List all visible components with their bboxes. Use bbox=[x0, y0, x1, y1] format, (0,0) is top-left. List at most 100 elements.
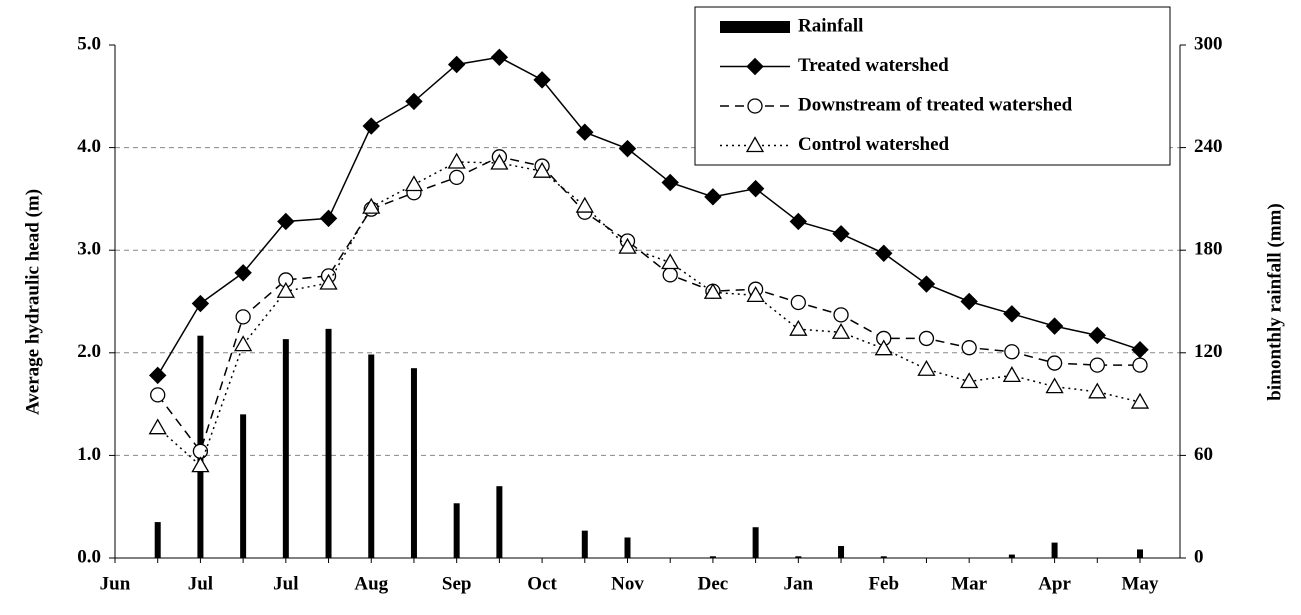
y-tick-label: 3.0 bbox=[77, 239, 101, 260]
marker bbox=[276, 281, 295, 298]
marker bbox=[917, 275, 936, 293]
legend-marker bbox=[745, 136, 765, 153]
marker bbox=[917, 359, 936, 376]
marker bbox=[490, 153, 509, 170]
bar bbox=[154, 522, 161, 558]
bar bbox=[581, 530, 588, 558]
x-tick-label: Sep bbox=[442, 573, 472, 594]
marker bbox=[832, 225, 850, 243]
bar bbox=[1137, 549, 1143, 558]
marker bbox=[319, 209, 338, 228]
marker bbox=[191, 294, 210, 313]
marker bbox=[150, 387, 166, 403]
bar bbox=[752, 527, 759, 558]
x-tick-label: Apr bbox=[1038, 573, 1071, 594]
legend-label: Rainfall bbox=[798, 15, 863, 36]
x-tick-label: Jun bbox=[100, 573, 131, 594]
marker bbox=[704, 188, 722, 206]
marker bbox=[319, 273, 338, 290]
marker bbox=[404, 175, 424, 192]
bar bbox=[624, 537, 631, 558]
marker bbox=[789, 212, 808, 231]
marker bbox=[661, 253, 680, 270]
x-tick-label: Aug bbox=[354, 573, 388, 594]
y2-tick-label: 180 bbox=[1194, 239, 1223, 260]
marker bbox=[1132, 357, 1148, 373]
marker bbox=[618, 237, 637, 254]
y2-tick-label: 60 bbox=[1194, 444, 1213, 465]
legend-label: Control watershed bbox=[798, 134, 950, 155]
y2-tick-label: 0 bbox=[1194, 546, 1204, 567]
y-tick-label: 5.0 bbox=[77, 33, 101, 54]
marker bbox=[277, 212, 295, 231]
x-tick-label: Jan bbox=[784, 573, 814, 594]
marker bbox=[831, 322, 851, 339]
marker bbox=[960, 372, 979, 389]
marker bbox=[449, 169, 465, 186]
y2-tick-label: 120 bbox=[1194, 341, 1223, 362]
marker bbox=[1045, 317, 1064, 335]
x-tick-label: Feb bbox=[868, 573, 899, 594]
marker bbox=[746, 286, 765, 302]
marker bbox=[1088, 326, 1106, 345]
y-tick-label: 1.0 bbox=[77, 444, 101, 465]
marker bbox=[191, 456, 210, 473]
legend-label: Treated watershed bbox=[798, 55, 949, 76]
marker bbox=[961, 340, 977, 356]
x-tick-label: Oct bbox=[527, 573, 557, 594]
marker bbox=[1131, 341, 1149, 359]
marker bbox=[532, 161, 552, 178]
bar bbox=[1051, 542, 1058, 558]
marker bbox=[1045, 377, 1064, 394]
marker bbox=[960, 292, 978, 311]
x-tick-label: Mar bbox=[951, 573, 987, 594]
x-tick-label: May bbox=[1122, 573, 1159, 594]
x-tick-label: Dec bbox=[698, 573, 729, 594]
legend-label: Downstream of treated watershed bbox=[798, 94, 1073, 115]
marker bbox=[618, 139, 637, 158]
y-tick-label: 4.0 bbox=[77, 136, 101, 157]
marker bbox=[490, 48, 509, 67]
bar bbox=[368, 354, 375, 558]
legend-box bbox=[694, 6, 1171, 166]
x-tick-label: Nov bbox=[611, 573, 644, 594]
y-axis-title: Average hydraulic head (m) bbox=[22, 189, 43, 415]
marker bbox=[1089, 357, 1105, 373]
bar bbox=[325, 328, 332, 558]
bar bbox=[709, 556, 716, 558]
marker bbox=[662, 267, 678, 283]
marker bbox=[149, 366, 167, 385]
legend-swatch bbox=[720, 21, 790, 33]
marker bbox=[789, 319, 808, 336]
marker bbox=[833, 307, 849, 323]
bar bbox=[1008, 554, 1015, 558]
marker bbox=[1003, 305, 1021, 323]
marker bbox=[746, 179, 765, 198]
bar bbox=[240, 414, 247, 558]
marker bbox=[1002, 366, 1022, 383]
bar bbox=[880, 556, 887, 558]
marker bbox=[234, 264, 252, 282]
bar bbox=[838, 546, 845, 558]
y2-tick-label: 240 bbox=[1194, 136, 1223, 157]
marker bbox=[576, 123, 594, 141]
marker bbox=[234, 335, 253, 352]
bar bbox=[795, 556, 802, 558]
y2-tick-label: 300 bbox=[1194, 33, 1223, 54]
marker bbox=[790, 294, 806, 311]
bar bbox=[410, 368, 417, 558]
marker bbox=[235, 309, 251, 325]
marker bbox=[875, 244, 893, 262]
marker bbox=[575, 196, 594, 213]
marker bbox=[703, 282, 723, 299]
bar bbox=[496, 486, 503, 558]
marker bbox=[874, 339, 893, 356]
marker bbox=[1088, 382, 1107, 399]
x-tick-label: Jul bbox=[188, 573, 213, 594]
y-tick-label: 2.0 bbox=[77, 341, 101, 362]
marker bbox=[447, 152, 466, 169]
y2-axis-title: bimonthly rainfall (mm) bbox=[1264, 203, 1285, 400]
marker bbox=[362, 197, 381, 214]
marker bbox=[533, 71, 551, 89]
